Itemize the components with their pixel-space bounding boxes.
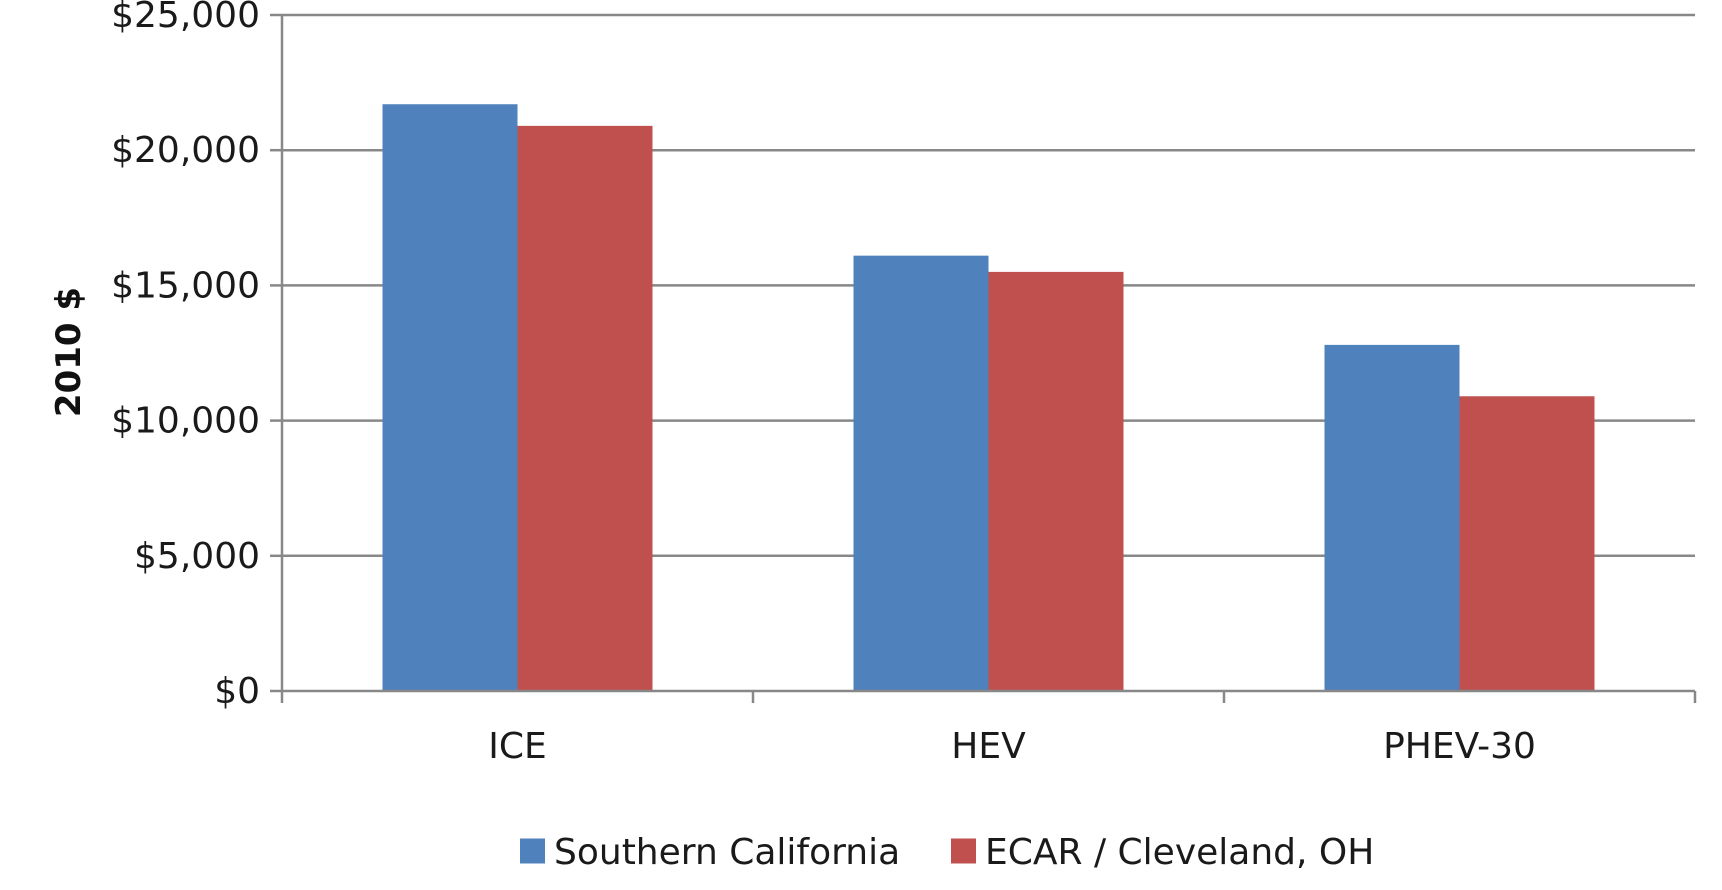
bar-ecar-cleveland-oh-hev (988, 271, 1124, 691)
y-tick-label: $25,000 (111, 0, 260, 36)
legend-label: ECAR / Cleveland, OH (985, 832, 1374, 873)
bar-ecar-cleveland-oh-phev-30 (1459, 396, 1595, 691)
bar-southern-california-phev-30 (1324, 344, 1460, 691)
x-tick-label: ICE (488, 726, 547, 767)
x-tick-label: HEV (951, 726, 1026, 767)
y-tick-labels: $0 $5,000 $10,000 $15,000 $20,000 $25,000 (111, 0, 260, 712)
bar-southern-california-hev (853, 255, 989, 691)
bar-southern-california-ice (382, 104, 518, 692)
y-tick-label: $15,000 (111, 265, 260, 306)
y-tick-label: $5,000 (134, 536, 260, 577)
legend-label: Southern California (554, 832, 900, 873)
y-tick-label: $10,000 (111, 401, 260, 442)
bar-ecar-cleveland-oh-ice (517, 125, 653, 691)
y-tick-label: $0 (214, 671, 260, 712)
legend-swatch (951, 838, 976, 864)
axes (270, 13, 1697, 703)
x-tick-label: PHEV-30 (1383, 726, 1536, 767)
y-tick-label: $20,000 (111, 130, 260, 171)
y-axis-title: 2010 $ (49, 287, 89, 417)
legend-swatch (520, 838, 545, 864)
legend: Southern California ECAR / Cleveland, OH (520, 832, 1374, 873)
x-tick-labels: ICE HEV PHEV-30 (488, 726, 1536, 767)
bars (382, 104, 1595, 692)
